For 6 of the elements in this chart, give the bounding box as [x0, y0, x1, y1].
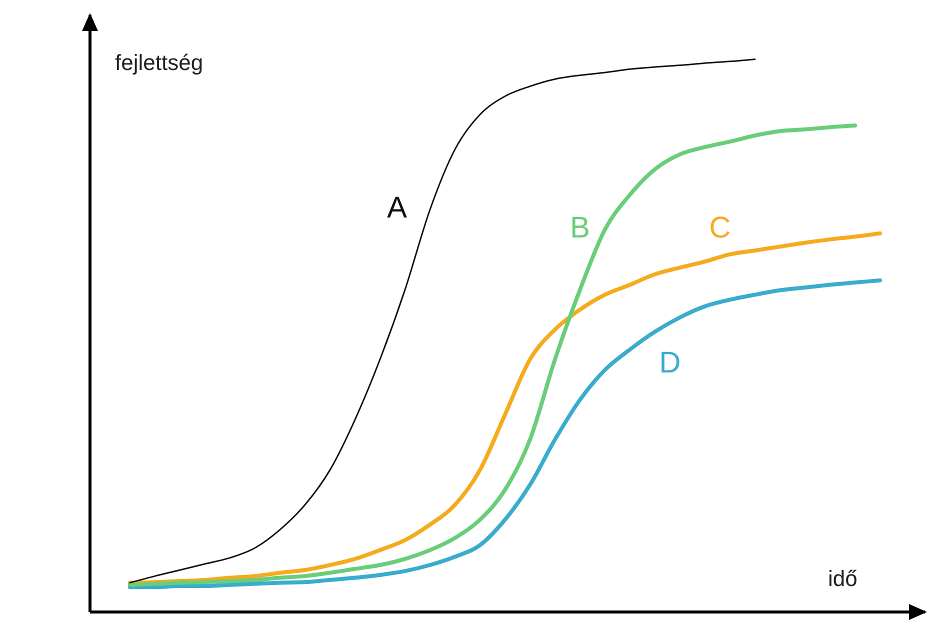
series-label: B — [570, 212, 590, 245]
series-label: D — [659, 346, 681, 380]
x-axis-title: idő — [828, 566, 858, 591]
series-label: A — [386, 192, 408, 224]
series-label: C — [709, 211, 731, 244]
y-axis-title: fejlettség — [115, 50, 204, 75]
